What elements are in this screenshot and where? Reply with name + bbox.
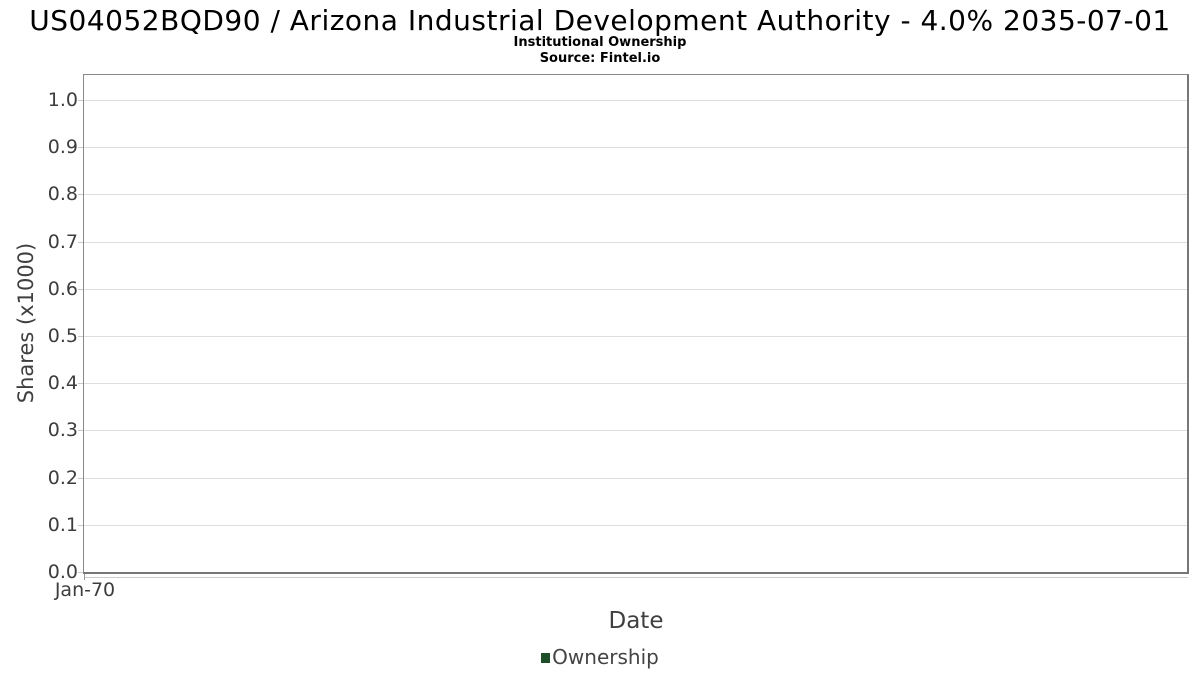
gridline: [84, 194, 1187, 195]
y-tick-label: 0.0: [47, 561, 78, 583]
ownership-series-marker-icon: [541, 653, 551, 663]
y-tick-label: 0.2: [47, 467, 78, 489]
y-tick-mark: [78, 336, 83, 337]
y-tick-label: 0.8: [47, 183, 78, 205]
x-tick-mark: [84, 574, 85, 580]
y-tick-mark: [78, 242, 83, 243]
y-tick-mark: [78, 194, 83, 195]
gridline: [84, 100, 1187, 101]
chart-source-label: Source: Fintel.io: [539, 51, 661, 66]
x-tick-label: Jan-70: [54, 579, 116, 601]
x-axis-title: Date: [608, 608, 664, 634]
y-tick-label: 0.4: [47, 372, 78, 394]
y-tick-mark: [78, 100, 83, 101]
y-tick-mark: [78, 147, 83, 148]
legend: Ownership: [0, 645, 1200, 669]
gridline: [84, 242, 1187, 243]
y-tick-label: 0.7: [47, 231, 78, 253]
y-tick-mark: [78, 525, 83, 526]
gridline: [84, 525, 1187, 526]
gridline: [84, 147, 1187, 148]
y-tick-label: 0.6: [47, 278, 78, 300]
gridline: [84, 478, 1187, 479]
y-tick-label: 0.5: [47, 325, 78, 347]
y-tick-mark: [78, 430, 83, 431]
gridline: [84, 289, 1187, 290]
y-tick-mark: [78, 289, 83, 290]
gridline: [84, 336, 1187, 337]
plot-area: [83, 74, 1189, 574]
y-tick-label: 0.1: [47, 514, 78, 536]
y-tick-mark: [78, 478, 83, 479]
gridline: [84, 383, 1187, 384]
y-axis-title: Shares (x1000): [14, 242, 38, 404]
chart-subtitle: Institutional Ownership: [513, 35, 687, 50]
y-tick-label: 0.3: [47, 419, 78, 441]
y-tick-label: 0.9: [47, 136, 78, 158]
x-axis-line: [84, 577, 1188, 578]
chart-title: US04052BQD90 / Arizona Industrial Develo…: [29, 4, 1171, 37]
legend-label-ownership: Ownership: [552, 645, 659, 669]
y-tick-mark: [78, 572, 83, 573]
y-tick-label: 1.0: [47, 89, 78, 111]
y-tick-mark: [78, 383, 83, 384]
gridline: [84, 430, 1187, 431]
